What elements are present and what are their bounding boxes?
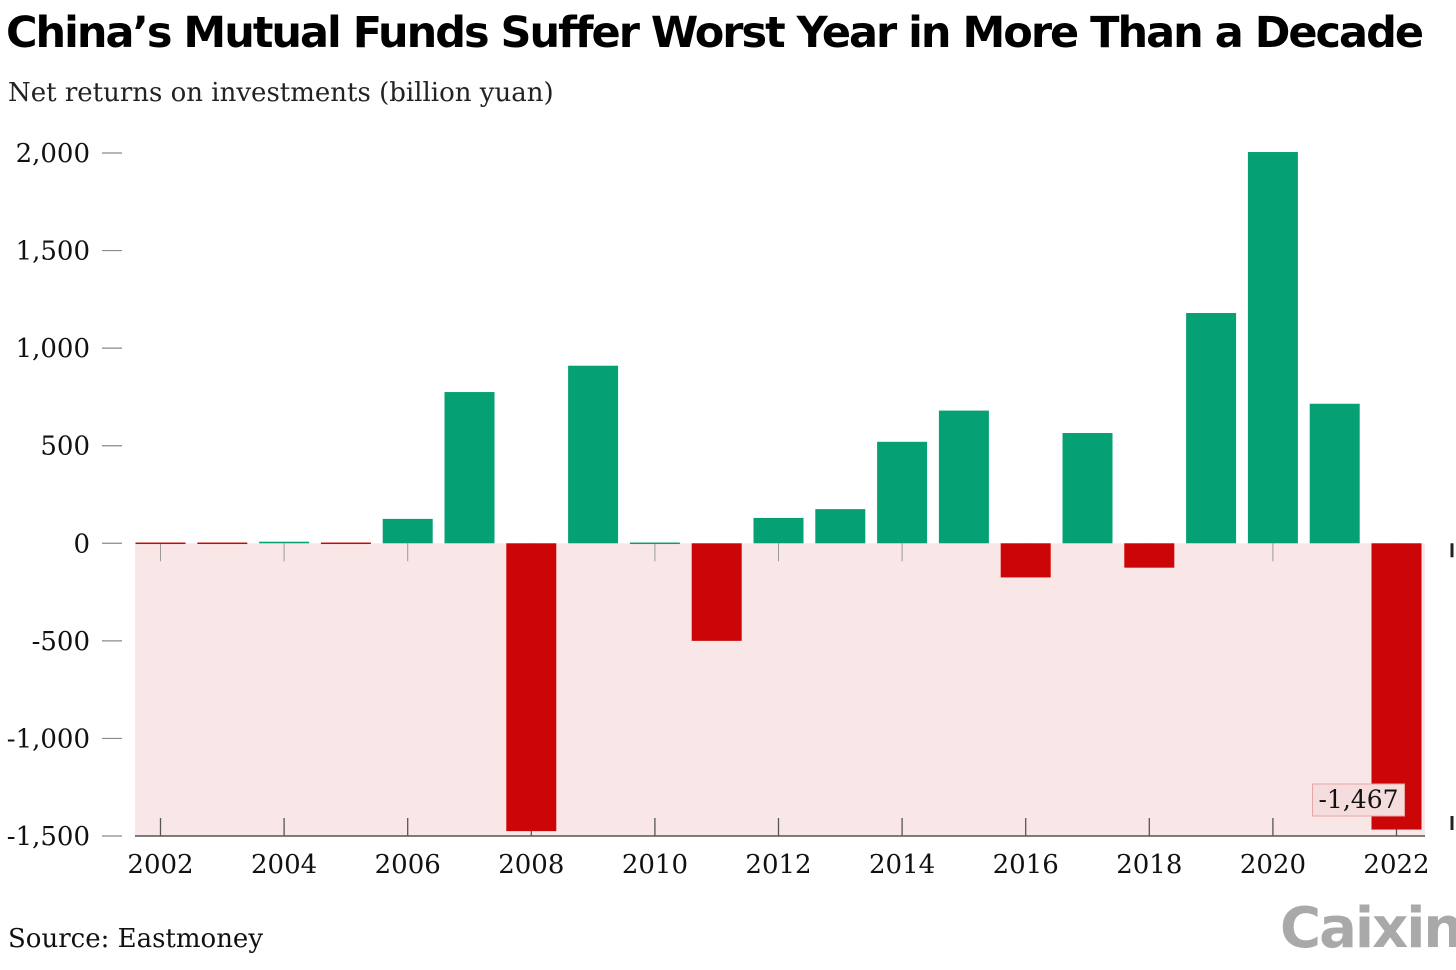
x-tick-label: 2010 [622, 850, 688, 880]
bar-2003 [197, 542, 248, 545]
x-tick-label: 2002 [127, 850, 193, 880]
x-tick-label: 2014 [869, 850, 935, 880]
bar-2019 [1186, 313, 1237, 544]
x-tick-label: 2020 [1240, 850, 1306, 880]
value-callout: -1,467 [1312, 783, 1405, 817]
x-tick-label: 2016 [993, 850, 1059, 880]
y-tick-label: 2,000 [16, 139, 90, 169]
y-tick-label: 1,000 [16, 334, 90, 364]
callout-text: -1,467 [1318, 785, 1398, 814]
bar-2016 [1000, 543, 1051, 578]
bar-2014 [877, 441, 928, 544]
bar-2017 [1062, 433, 1113, 544]
x-tick-label: 2022 [1363, 850, 1429, 880]
bar-2011 [691, 543, 742, 641]
bar-2013 [815, 509, 866, 544]
x-axis: 2002 2004 2006 2008 2010 2012 2014 2016 2018 2020… [127, 543, 1454, 880]
x-tick-label: 2004 [251, 850, 317, 880]
bar-2012 [753, 517, 804, 544]
y-tick-label: -1,500 [7, 822, 90, 852]
source-note: Source: Eastmoney [8, 924, 264, 954]
x-tick-label: 2012 [745, 850, 811, 880]
bar-2002 [135, 542, 186, 545]
negative-region-background [135, 543, 1425, 836]
bar-2008 [506, 543, 557, 832]
bar-2018 [1124, 543, 1175, 568]
x-tick-label: 2018 [1116, 850, 1182, 880]
caixin-logo: Caixin [1280, 896, 1456, 961]
y-tick-label: -500 [32, 627, 90, 657]
bar-2007 [444, 392, 495, 544]
x-tick-label: 2008 [498, 850, 564, 880]
chart-subtitle: Net returns on investments (billion yuan… [8, 78, 554, 108]
bar-2022 [1371, 543, 1422, 830]
callout-box [1312, 783, 1405, 817]
chart-title: China’s Mutual Funds Suffer Worst Year i… [6, 8, 1424, 58]
y-tick-label: -1,000 [7, 724, 90, 754]
bar-2005 [320, 542, 371, 545]
bar-2020 [1247, 152, 1298, 544]
y-tick-label: 0 [73, 529, 90, 559]
bar-2009 [568, 365, 619, 544]
bars [135, 152, 1422, 832]
x-tick-label: 2006 [375, 850, 441, 880]
bar-2006 [382, 518, 433, 544]
y-tick-label: 1,500 [16, 237, 90, 267]
bar-2021 [1309, 403, 1360, 544]
bar-2004 [259, 541, 310, 544]
y-axis: 2,000 1,500 1,000 500 0 -500 -1,000 -1,500 [7, 139, 122, 852]
y-tick-label: 500 [40, 432, 90, 462]
bar-2015 [938, 410, 989, 544]
bar-2010 [629, 542, 680, 545]
